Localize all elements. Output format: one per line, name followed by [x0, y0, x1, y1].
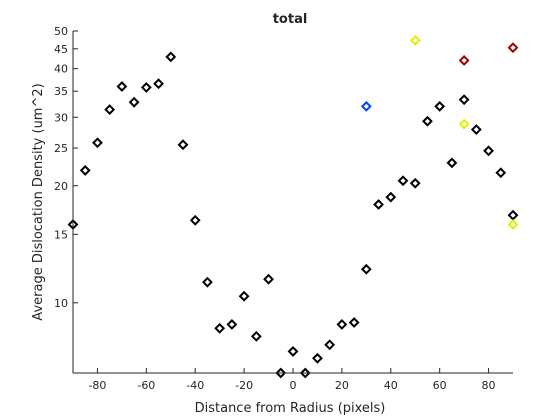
y-tick-label: 45: [54, 43, 68, 56]
data-point: [458, 94, 470, 106]
data-point: [128, 96, 140, 108]
data-point: [360, 263, 372, 275]
data-point: [177, 139, 189, 151]
plot-marks: [67, 34, 519, 379]
y-tick-label: 40: [54, 63, 68, 76]
y-tick-label: 15: [54, 228, 68, 241]
data-point: [79, 165, 91, 176]
data-point: [434, 100, 446, 112]
data-point: [336, 318, 348, 330]
y-tick-label: 25: [54, 142, 68, 155]
data-point: [226, 318, 238, 330]
y-tick-label: 30: [54, 111, 68, 124]
data-point: [287, 345, 299, 357]
data-point: [458, 118, 470, 130]
series-2: [458, 42, 519, 66]
data-point: [324, 339, 336, 351]
x-tick-label: -20: [235, 379, 253, 392]
x-tick-label: -60: [137, 379, 155, 392]
x-axis-label: Distance from Radius (pixels): [195, 401, 386, 416]
data-point: [507, 42, 519, 54]
data-point: [153, 78, 164, 90]
data-point: [422, 115, 433, 127]
data-point: [312, 352, 323, 364]
data-point: [140, 82, 152, 93]
x-tick-label: -80: [88, 379, 106, 392]
data-point: [214, 322, 226, 334]
y-tick-label: 35: [54, 85, 68, 98]
data-point: [385, 191, 397, 203]
series-3: [360, 100, 372, 112]
data-point: [202, 276, 213, 288]
data-point: [189, 214, 201, 226]
data-point: [360, 100, 372, 112]
data-point: [104, 104, 116, 115]
data-point: [409, 34, 421, 46]
y-tick-label: 50: [54, 25, 68, 38]
data-point: [348, 317, 360, 328]
y-tick-label: 20: [54, 180, 68, 193]
data-point: [409, 177, 421, 189]
plot-axes: -80 -60 -40 -20 0 20 40 60 80 10 15 20 25 30 35 40 45 50: [54, 25, 513, 392]
data-point: [483, 145, 494, 157]
data-point: [92, 137, 103, 149]
x-tick-label: 0: [290, 379, 297, 392]
x-tick-label: -40: [186, 379, 204, 392]
data-point: [397, 175, 409, 187]
data-point: [165, 51, 177, 63]
series-0: [67, 51, 519, 379]
data-point: [250, 330, 262, 342]
data-point: [238, 290, 250, 302]
x-tick-label: 60: [433, 379, 447, 392]
x-tick-label: 40: [384, 379, 398, 392]
series-1: [409, 34, 519, 230]
data-point: [446, 157, 458, 169]
data-point: [263, 273, 274, 285]
x-tick-label: 20: [335, 379, 349, 392]
x-tick-label: 80: [482, 379, 496, 392]
chart-title: total: [273, 12, 308, 27]
data-point: [373, 199, 384, 210]
y-axis-label: Average Dislocation Density (um^2): [31, 83, 46, 320]
data-point: [507, 209, 519, 221]
data-point: [299, 367, 311, 379]
data-point: [116, 81, 128, 92]
data-point: [495, 167, 507, 179]
data-point: [458, 55, 470, 66]
data-point: [275, 367, 287, 379]
data-point: [470, 124, 482, 135]
y-tick-label: 10: [54, 297, 68, 310]
data-point: [507, 219, 519, 230]
